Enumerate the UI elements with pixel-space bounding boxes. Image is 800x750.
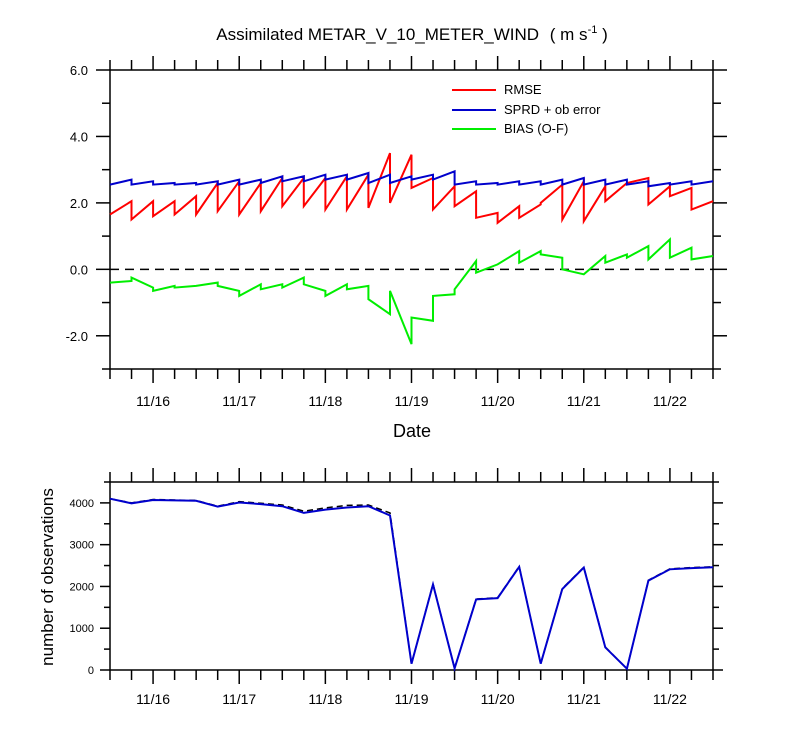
top-y-tick-label: 4.0 <box>70 129 88 144</box>
bottom-x-tick-label: 11/20 <box>481 691 515 707</box>
top-chart-title-units-sup: -1 <box>588 24 598 36</box>
top-y-tick-label: 6.0 <box>70 63 88 78</box>
bottom-y-tick-label: 3000 <box>70 540 94 552</box>
bottom-y-tick-label: 1000 <box>70 623 94 635</box>
top-x-tick-label: 11/20 <box>481 393 515 409</box>
top-x-tick-label: 11/19 <box>395 393 429 409</box>
top-chart-title-main: Assimilated METAR_V_10_METER_WIND <box>216 25 539 44</box>
legend-label-sprd: SPRD + ob error <box>504 102 601 117</box>
top-y-tick-label: 2.0 <box>70 196 88 211</box>
bottom-chart-ylabel: number of observations <box>38 488 57 666</box>
top-series-rmse-line <box>109 152 714 225</box>
bottom-x-tick-label: 11/16 <box>136 691 170 707</box>
bottom-series-used-line <box>109 497 714 672</box>
top-x-tick-label: 11/17 <box>222 393 256 409</box>
top-x-tick-label: 11/18 <box>308 393 342 409</box>
top-chart-title-units-close: ) <box>597 25 607 44</box>
bottom-series-possible-line <box>109 497 714 672</box>
top-chart: 11/16 11/17 11/18 11/19 11/20 11/21 11/22 6.0 4.… <box>66 56 727 409</box>
bottom-plot-frame <box>109 481 714 671</box>
top-y-tick-label: 0.0 <box>70 262 88 277</box>
top-series-bias-line <box>109 237 714 345</box>
top-x-tick-label: 11/22 <box>653 393 687 409</box>
top-x-tick-label: 11/21 <box>567 393 601 409</box>
bottom-x-tick-label: 11/22 <box>653 691 687 707</box>
bottom-x-tick-label: 11/19 <box>395 691 429 707</box>
bottom-x-tick-label: 11/21 <box>567 691 601 707</box>
bottom-x-tick-label: 11/17 <box>222 691 256 707</box>
bottom-chart: 11/16 11/17 11/18 11/19 11/20 11/21 11/22 4000 3… <box>70 468 723 707</box>
top-chart-title-units: ( m s <box>550 25 588 44</box>
bottom-x-tick-label: 11/18 <box>308 691 342 707</box>
top-x-tick-label: 11/16 <box>136 393 170 409</box>
bottom-y-tick-label: 2000 <box>70 581 94 593</box>
legend-label-bias: BIAS (O-F) <box>504 121 568 136</box>
top-chart-title: Assimilated METAR_V_10_METER_WIND ( m s-… <box>216 24 607 44</box>
top-series-sprd-line <box>109 169 714 188</box>
top-chart-xlabel: Date <box>393 421 431 441</box>
bottom-y-tick-label: 4000 <box>70 498 94 510</box>
legend-label-rmse: RMSE <box>504 82 542 97</box>
bottom-y-tick-label: 0 <box>88 665 94 677</box>
top-y-tick-label: -2.0 <box>66 329 88 344</box>
